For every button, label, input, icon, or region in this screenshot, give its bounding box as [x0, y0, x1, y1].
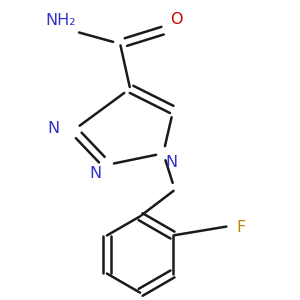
Text: O: O	[170, 12, 183, 27]
Text: N: N	[89, 167, 101, 182]
Text: NH₂: NH₂	[45, 13, 76, 28]
Text: N: N	[166, 155, 178, 170]
Text: F: F	[237, 220, 246, 236]
Text: N: N	[48, 121, 60, 136]
